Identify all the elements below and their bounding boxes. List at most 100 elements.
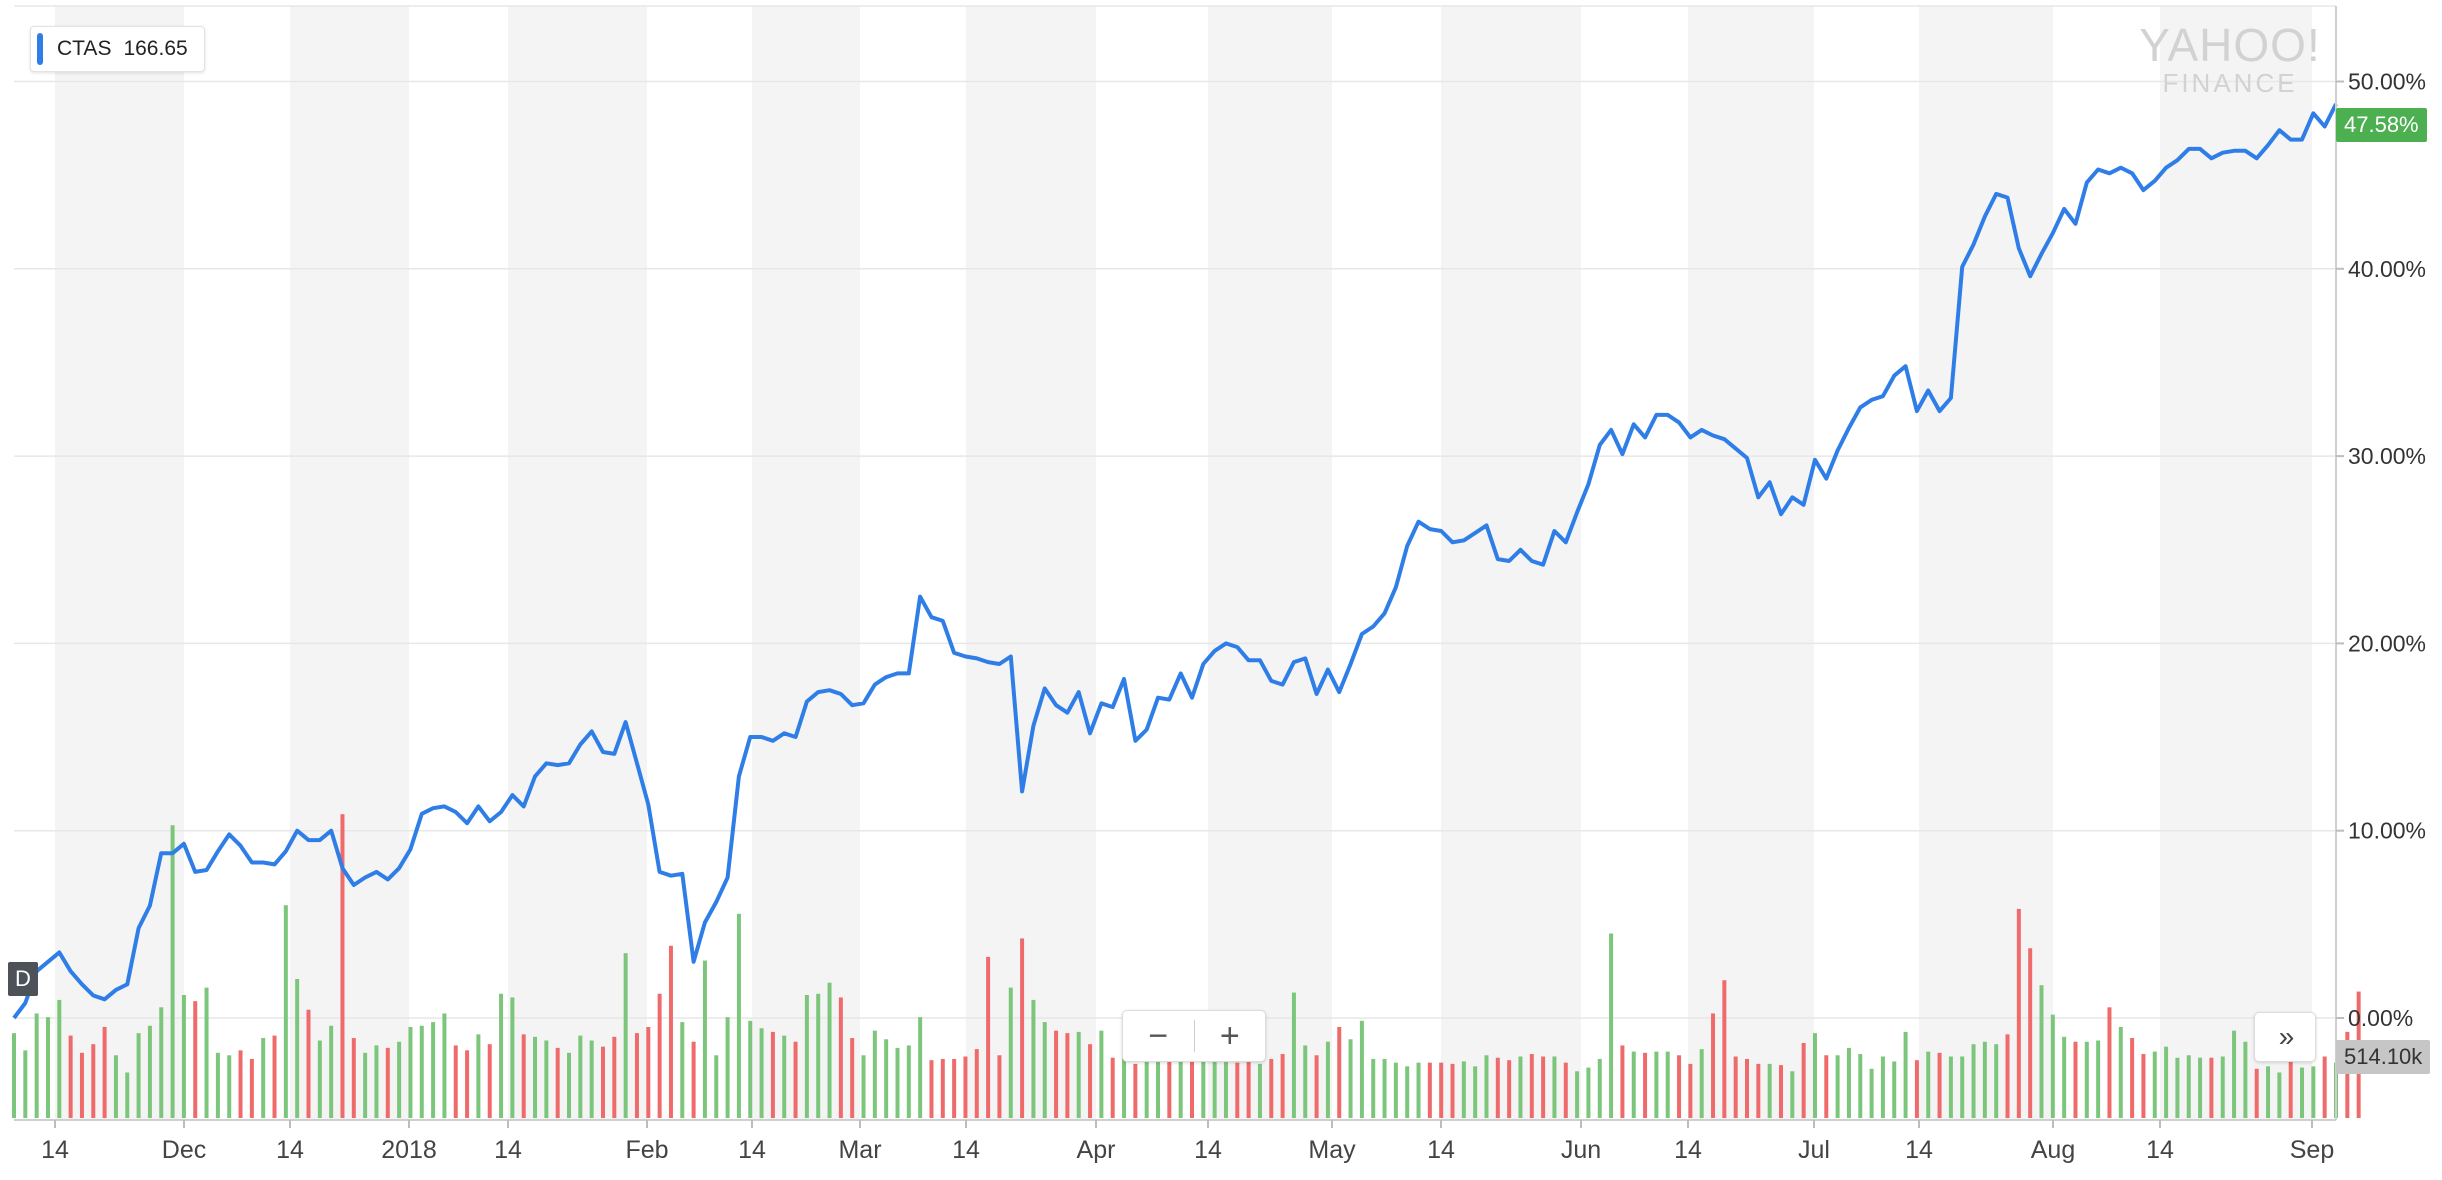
volume-bar xyxy=(1042,1022,1047,1118)
volume-bar xyxy=(1405,1066,1410,1118)
volume-bar xyxy=(1303,1045,1308,1118)
x-tick-label: Apr xyxy=(1077,1136,1116,1164)
volume-bar xyxy=(2209,1057,2214,1118)
volume-bar xyxy=(1122,1057,1127,1118)
volume-bar xyxy=(1189,1056,1194,1118)
volume-bar xyxy=(1733,1056,1738,1118)
x-tick-label: May xyxy=(1308,1136,1356,1164)
volume-bar xyxy=(2345,1031,2350,1118)
volume-bar xyxy=(2243,1041,2248,1118)
volume-bar xyxy=(1065,1033,1070,1118)
volume-bar xyxy=(306,1009,311,1118)
volume-bar xyxy=(918,1017,923,1118)
volume-bar xyxy=(1880,1056,1885,1118)
volume-bar xyxy=(668,945,673,1118)
volume-bar xyxy=(1167,1046,1172,1118)
volume-bar xyxy=(79,1052,84,1118)
volume-bar xyxy=(1201,1047,1206,1118)
volume-bar xyxy=(612,1036,617,1118)
volume-bar xyxy=(680,1022,685,1118)
volume-bar xyxy=(23,1050,28,1118)
x-tick-label: Dec xyxy=(162,1136,206,1164)
volume-bar xyxy=(759,1028,764,1118)
legend-symbol: CTAS xyxy=(57,37,112,60)
volume-bar xyxy=(1778,1065,1783,1118)
volume-bar xyxy=(623,953,628,1118)
x-tick-label: Aug xyxy=(2031,1136,2075,1164)
volume-bar xyxy=(57,999,62,1118)
volume-bar xyxy=(272,1035,277,1118)
price-line-group xyxy=(12,103,2338,1020)
volume-bar xyxy=(91,1044,96,1118)
volume-bar xyxy=(1495,1057,1500,1118)
alternating-bands xyxy=(55,6,2312,1120)
volume-bar xyxy=(544,1040,549,1118)
x-tick-label: Mar xyxy=(838,1136,881,1164)
left-edge-badge: D xyxy=(8,962,38,996)
volume-bar xyxy=(419,1025,424,1118)
volume-bar xyxy=(1665,1051,1670,1118)
volume-bar xyxy=(1144,1055,1149,1118)
volume-bar xyxy=(782,1035,787,1118)
volume-bar xyxy=(974,1049,979,1118)
volume-bar xyxy=(340,814,345,1118)
volume-bar xyxy=(215,1052,220,1118)
volume-bar xyxy=(125,1072,130,1118)
volume-bar xyxy=(1575,1071,1580,1118)
volume-bar xyxy=(12,1033,16,1118)
volume-bar xyxy=(2107,1007,2112,1118)
volume-bar xyxy=(2300,1067,2305,1118)
volume-bars xyxy=(12,814,2361,1118)
volume-bar xyxy=(1099,1030,1104,1118)
volume-bar xyxy=(1756,1063,1761,1118)
zoom-in-button[interactable]: + xyxy=(1219,1016,1240,1055)
volume-bar xyxy=(1156,1045,1161,1118)
volume-bar xyxy=(736,913,741,1118)
price-line[interactable] xyxy=(12,103,2338,1020)
volume-bar xyxy=(2118,1026,2123,1118)
volume-bar xyxy=(1416,1062,1421,1118)
y-tick-label: 0.00% xyxy=(2348,1005,2413,1031)
volume-bar xyxy=(283,905,288,1118)
volume-bar xyxy=(555,1047,560,1118)
background-band xyxy=(508,6,647,1120)
volume-bar xyxy=(1348,1039,1353,1118)
volume-bar xyxy=(147,1025,152,1118)
volume-bar xyxy=(725,1017,730,1118)
volume-bar xyxy=(1745,1058,1750,1118)
background-band xyxy=(2160,6,2312,1120)
x-tick-label: 14 xyxy=(952,1136,980,1164)
volume-bar xyxy=(2039,985,2044,1118)
volume-bar xyxy=(872,1030,877,1118)
volume-bar xyxy=(170,825,175,1118)
volume-bar xyxy=(2016,908,2021,1118)
x-tick-label: 14 xyxy=(1674,1136,1702,1164)
y-tick-label: 50.00% xyxy=(2348,69,2426,95)
volume-bar xyxy=(1994,1044,1999,1118)
volume-bar xyxy=(2096,1040,2101,1118)
logo-line-2: FINANCE xyxy=(2162,68,2298,98)
expand-chart-button[interactable]: ›› xyxy=(2254,1012,2316,1062)
volume-bar xyxy=(1337,1026,1342,1118)
volume-bar xyxy=(1314,1055,1319,1118)
volume-bar xyxy=(838,997,843,1118)
volume-bar xyxy=(1325,1041,1330,1118)
volume-bar xyxy=(1790,1071,1795,1118)
volume-bar xyxy=(2050,1014,2055,1118)
x-tick-label: 2018 xyxy=(381,1136,437,1164)
gridlines xyxy=(14,5,2336,1019)
volume-bar xyxy=(1269,1058,1274,1118)
zoom-out-button[interactable]: − xyxy=(1148,1016,1169,1055)
volume-bar xyxy=(102,1026,107,1118)
volume-bar xyxy=(567,1052,572,1118)
volume-bar xyxy=(2062,1036,2067,1118)
volume-bar xyxy=(261,1038,266,1118)
volume-bar xyxy=(1699,1049,1704,1118)
volume-bar xyxy=(1824,1055,1829,1118)
volume-bar xyxy=(1937,1052,1942,1118)
volume-bar xyxy=(2005,1034,2010,1118)
symbol-legend[interactable]: CTAS 166.65 xyxy=(30,26,205,72)
volume-bar xyxy=(1677,1055,1682,1118)
volume-bar xyxy=(600,1046,605,1118)
volume-bar xyxy=(578,1035,583,1118)
